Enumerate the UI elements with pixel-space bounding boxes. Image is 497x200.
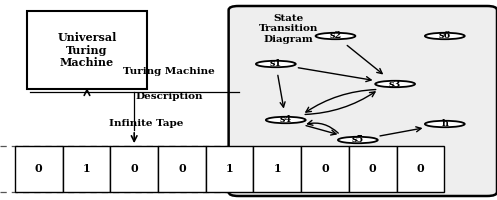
Ellipse shape	[338, 137, 378, 143]
FancyArrowPatch shape	[298, 68, 371, 82]
Text: Turing Machine: Turing Machine	[123, 67, 215, 76]
Text: 1: 1	[273, 164, 281, 174]
Text: Description: Description	[135, 92, 203, 101]
FancyArrowPatch shape	[278, 75, 285, 107]
Bar	[253, 146, 301, 192]
Text: s4: s4	[280, 116, 292, 124]
Text: Universal
Turing
Machine: Universal Turing Machine	[57, 32, 117, 68]
FancyArrowPatch shape	[380, 127, 421, 136]
Text: s5: s5	[352, 136, 364, 144]
Text: 1: 1	[83, 164, 90, 174]
FancyArrowPatch shape	[305, 92, 375, 114]
Bar	[63, 146, 110, 192]
Text: 0: 0	[130, 164, 138, 174]
Text: 0: 0	[178, 164, 186, 174]
Text: s2: s2	[330, 31, 341, 40]
FancyBboxPatch shape	[27, 11, 147, 89]
FancyArrowPatch shape	[308, 120, 338, 133]
Text: s1: s1	[270, 60, 282, 68]
Bar	[158, 146, 206, 192]
Text: 0: 0	[416, 164, 424, 174]
Ellipse shape	[425, 121, 465, 127]
Bar	[110, 146, 158, 192]
Text: h: h	[441, 119, 448, 129]
Text: 1: 1	[226, 164, 234, 174]
Text: Infinite Tape: Infinite Tape	[109, 119, 184, 128]
Text: 0: 0	[321, 164, 329, 174]
FancyArrowPatch shape	[306, 90, 376, 112]
Bar	[397, 146, 444, 192]
Text: s6: s6	[439, 31, 451, 40]
Ellipse shape	[375, 81, 415, 87]
FancyBboxPatch shape	[229, 6, 497, 196]
Text: s3: s3	[389, 80, 401, 88]
Bar	[206, 146, 253, 192]
FancyArrowPatch shape	[306, 126, 336, 135]
Text: 0: 0	[369, 164, 377, 174]
Bar	[301, 146, 349, 192]
FancyArrowPatch shape	[347, 45, 382, 74]
Bar	[349, 146, 397, 192]
Text: State
Transition
Diagram: State Transition Diagram	[258, 14, 318, 44]
Ellipse shape	[425, 33, 465, 39]
Text: 0: 0	[35, 164, 43, 174]
Ellipse shape	[266, 117, 306, 123]
Ellipse shape	[256, 61, 296, 67]
Ellipse shape	[316, 33, 355, 39]
Bar	[15, 146, 63, 192]
